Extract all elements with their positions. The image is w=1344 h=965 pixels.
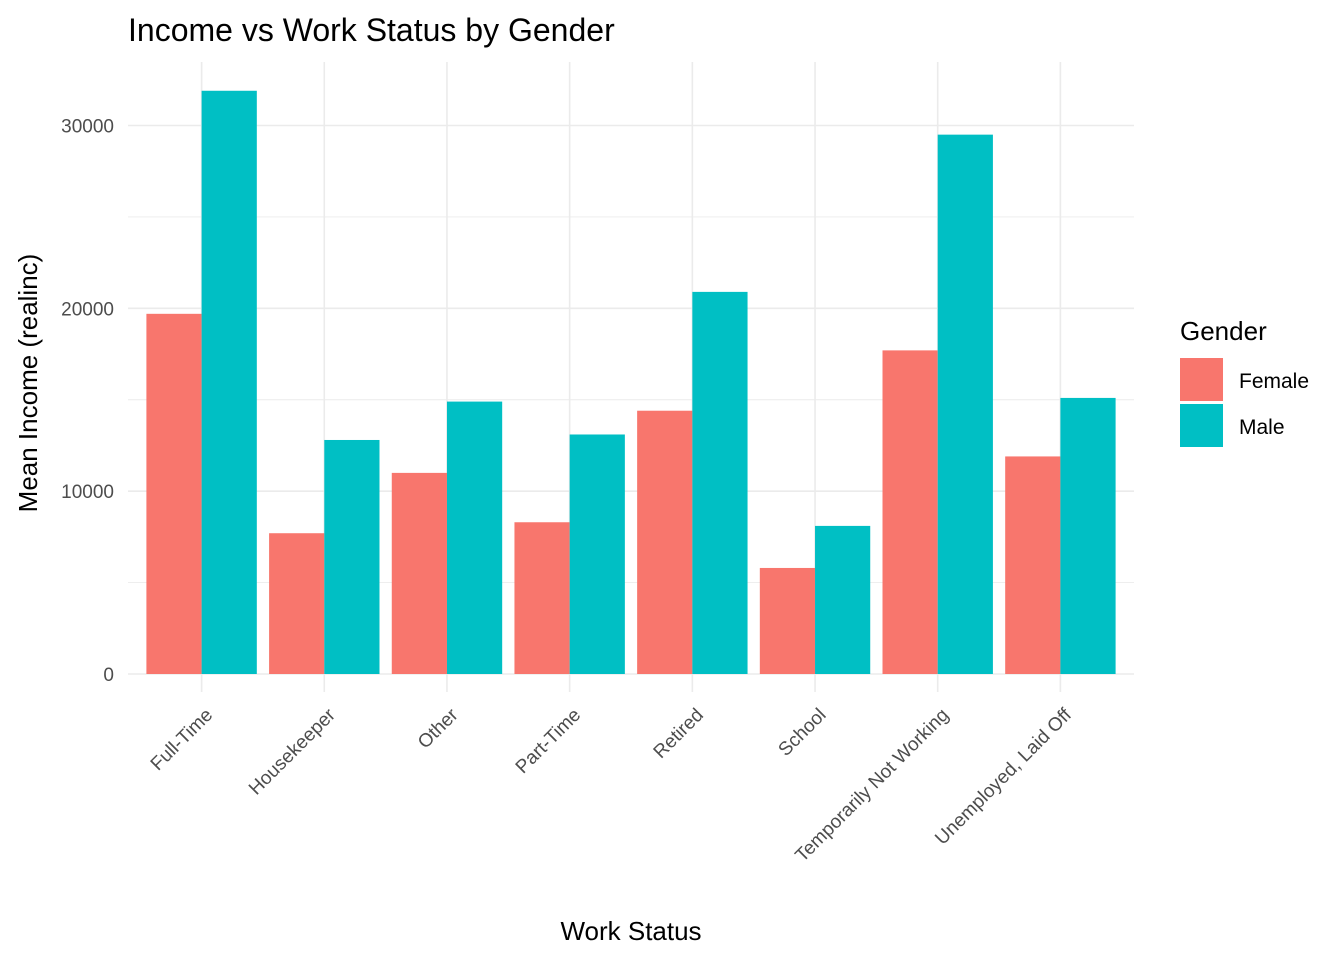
legend: Gender Female Male	[1180, 316, 1309, 447]
y-tick-label: 0	[103, 665, 114, 686]
bar-female-part-time	[514, 522, 570, 674]
bar-male-retired	[692, 291, 748, 674]
legend-title: Gender	[1180, 316, 1267, 346]
legend-label-female: Female	[1239, 370, 1309, 393]
bar-male-school	[815, 525, 871, 674]
x-tick-label: Housekeeper	[245, 704, 340, 799]
bar-male-unemployed-laid-off	[1060, 397, 1116, 674]
x-tick-label: Other	[414, 704, 463, 753]
bar-male-full-time	[201, 90, 257, 675]
x-tick-label: Part-Time	[512, 705, 585, 778]
bar-female-full-time	[146, 313, 202, 674]
bar-female-housekeeper	[269, 533, 325, 674]
bar-female-temporarily-not-working	[882, 350, 938, 674]
legend-label-male: Male	[1239, 416, 1285, 439]
x-tick-label: Retired	[650, 705, 708, 763]
y-tick-label: 20000	[61, 299, 114, 320]
bars	[146, 90, 1116, 675]
x-tick-label: Full-Time	[147, 705, 217, 775]
bar-male-part-time	[569, 434, 625, 674]
x-tick-label: School	[775, 705, 831, 761]
bar-male-other	[446, 401, 503, 674]
x-axis-ticks: Full-Time Housekeeper Other Part-Time Retire…	[147, 704, 1077, 866]
x-tick-label: Unemployed, Laid Off	[931, 704, 1076, 849]
bar-female-unemployed-laid-off	[1005, 456, 1061, 674]
y-tick-label: 10000	[61, 482, 114, 503]
y-axis-title: Mean Income (realinc)	[13, 254, 43, 513]
bar-male-temporarily-not-working	[937, 134, 993, 674]
chart-title: Income vs Work Status by Gender	[128, 12, 615, 48]
bar-female-school	[759, 567, 816, 674]
legend-items: Female Male	[1180, 358, 1309, 447]
bar-female-other	[391, 472, 447, 674]
legend-key-female	[1180, 358, 1223, 401]
y-tick-label: 30000	[61, 117, 114, 138]
legend-key-male	[1180, 404, 1223, 447]
bar-male-housekeeper	[324, 439, 380, 674]
x-axis-title: Work Status	[560, 916, 701, 946]
bar-female-retired	[637, 410, 693, 674]
y-axis-ticks: 0 10000 20000 30000	[61, 117, 114, 687]
